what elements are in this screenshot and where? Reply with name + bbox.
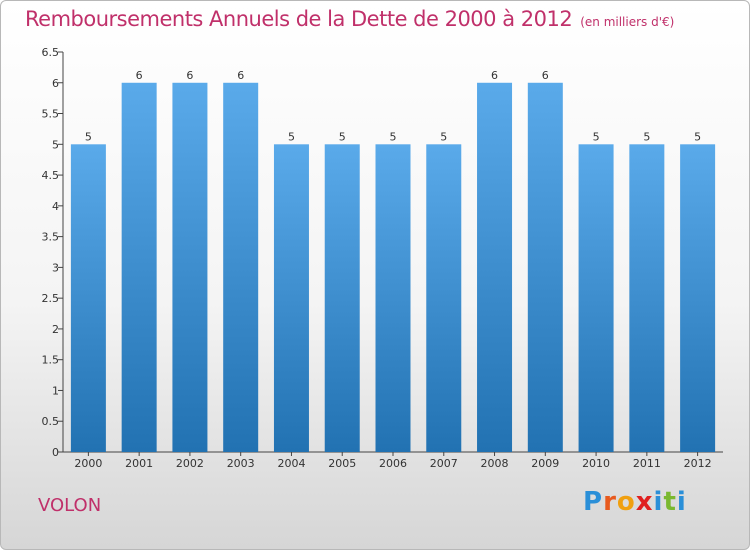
bar xyxy=(477,82,513,453)
y-tick-label: 0.5 xyxy=(42,415,60,428)
logo-letter: t xyxy=(663,487,677,517)
data-label: 5 xyxy=(288,130,295,143)
bar xyxy=(527,82,563,453)
x-tick-label: 2008 xyxy=(481,457,509,470)
data-label: 6 xyxy=(237,69,244,82)
data-label: 5 xyxy=(694,130,701,143)
y-tick-label: 3 xyxy=(52,261,59,274)
chart-subtitle: (en milliers d'€) xyxy=(580,15,675,29)
logo-letter: o xyxy=(616,487,636,517)
y-tick-label: 0 xyxy=(52,446,59,459)
chart-title-block: Remboursements Annuels de la Dette de 20… xyxy=(25,7,674,31)
y-tick-label: 2.5 xyxy=(42,292,60,305)
bar xyxy=(578,144,614,453)
y-tick-label: 3.5 xyxy=(42,231,60,244)
x-tick-label: 2002 xyxy=(176,457,204,470)
x-tick-label: 2012 xyxy=(684,457,712,470)
chart-title: Remboursements Annuels de la Dette de 20… xyxy=(25,7,573,31)
y-tick-label: 4.5 xyxy=(42,169,60,182)
x-tick-label: 2000 xyxy=(74,457,102,470)
logo-letter: P xyxy=(583,487,604,517)
bar xyxy=(273,144,309,453)
x-tick-label: 2007 xyxy=(430,457,458,470)
data-label: 5 xyxy=(339,130,346,143)
place-name: VOLON xyxy=(38,495,102,516)
bar xyxy=(172,82,208,453)
y-tick-label: 1.5 xyxy=(42,354,60,367)
logo-letter: r xyxy=(603,487,617,517)
bar xyxy=(121,82,157,453)
x-tick-label: 2011 xyxy=(633,457,661,470)
x-tick-label: 2003 xyxy=(227,457,255,470)
x-tick-label: 2001 xyxy=(125,457,153,470)
bar xyxy=(680,144,716,453)
bar xyxy=(375,144,411,453)
y-tick-label: 4 xyxy=(52,200,59,213)
y-tick-label: 2 xyxy=(52,323,59,336)
data-label: 5 xyxy=(643,130,650,143)
x-tick-label: 2006 xyxy=(379,457,407,470)
data-label: 6 xyxy=(136,69,143,82)
x-tick-label: 2009 xyxy=(531,457,559,470)
data-label: 6 xyxy=(491,69,498,82)
data-label: 6 xyxy=(186,69,193,82)
x-tick-label: 2010 xyxy=(582,457,610,470)
data-label: 5 xyxy=(593,130,600,143)
y-tick-label: 6.5 xyxy=(42,46,60,59)
data-label: 6 xyxy=(542,69,549,82)
bar xyxy=(426,144,462,453)
y-tick-label: 5.5 xyxy=(42,108,60,121)
logo-letter: i xyxy=(676,487,687,517)
bar xyxy=(629,144,665,453)
x-tick-label: 2005 xyxy=(328,457,356,470)
data-label: 5 xyxy=(390,130,397,143)
data-label: 5 xyxy=(440,130,447,143)
bar xyxy=(324,144,360,453)
x-tick-label: 2004 xyxy=(277,457,305,470)
bar xyxy=(70,144,106,453)
y-tick-label: 1 xyxy=(52,384,59,397)
y-tick-label: 5 xyxy=(52,138,59,151)
logo-letter: i xyxy=(653,487,664,517)
bar xyxy=(223,82,259,453)
logo-letter: x xyxy=(635,487,654,517)
proxiti-logo: Proxiti xyxy=(583,487,687,517)
data-label: 5 xyxy=(85,130,92,143)
y-tick-label: 6 xyxy=(52,77,59,90)
